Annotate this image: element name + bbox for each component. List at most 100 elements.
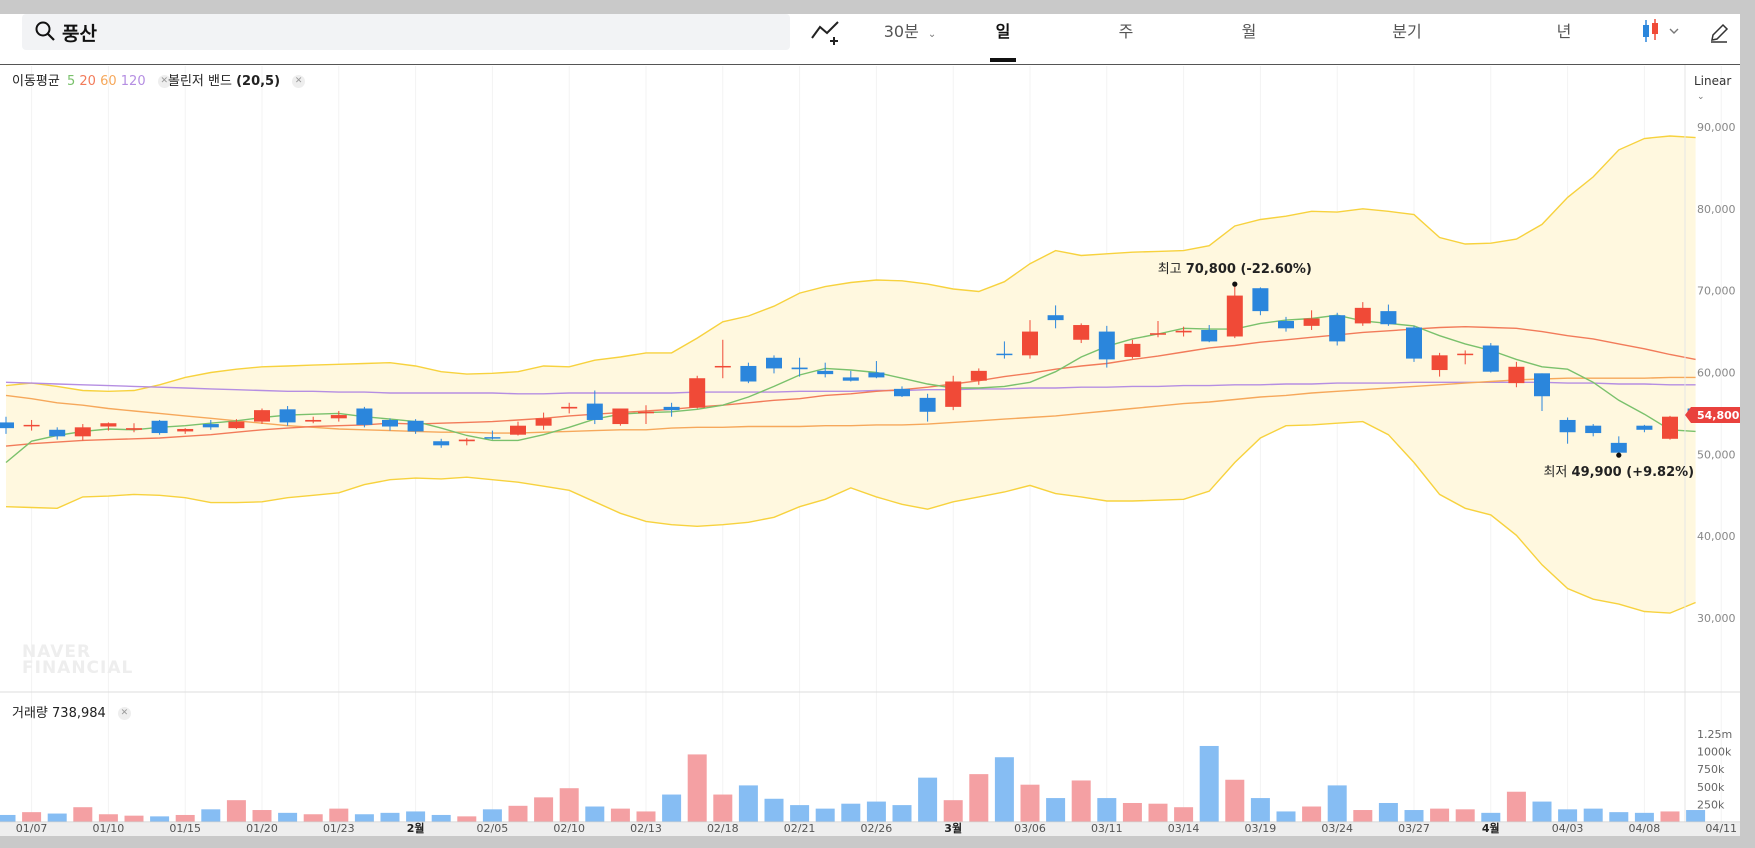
x-tick-label: 03/06 [1014, 822, 1046, 835]
candle [791, 357, 808, 377]
x-tick-label: 01/07 [16, 822, 48, 835]
ma60-period: 60 [100, 74, 117, 89]
candle [0, 416, 14, 434]
volume-bar [841, 803, 861, 822]
volume-bar [1302, 806, 1322, 822]
volume-bar [713, 794, 733, 822]
candle-body [279, 409, 296, 423]
x-tick-label: 02/13 [630, 822, 662, 835]
volume-tick-label: 500k [1697, 781, 1725, 794]
tab-week[interactable]: 주 [1118, 22, 1134, 41]
candle-body [996, 353, 1013, 356]
candle-body [151, 420, 168, 434]
candle [1303, 310, 1320, 330]
candle-body [458, 439, 475, 442]
candle-body [1022, 331, 1038, 356]
volume-bar [1020, 784, 1040, 822]
candle-body [1431, 355, 1448, 371]
x-tick-label: 2월 [407, 821, 425, 835]
bollinger-lower-line [5, 420, 1696, 614]
ma20-period: 20 [79, 74, 96, 89]
candle [510, 421, 526, 436]
search-query[interactable]: 풍산 [62, 23, 97, 45]
close-icon[interactable]: ✕ [292, 75, 306, 88]
tab-month[interactable]: 월 [1241, 22, 1257, 41]
candle [1508, 361, 1525, 388]
candle-body [484, 437, 501, 439]
add-indicator-icon[interactable] [810, 18, 842, 46]
candle [1022, 320, 1038, 359]
volume-bar [303, 814, 323, 822]
volume-bar [918, 777, 938, 822]
scale-toggle[interactable]: Linear ⌄ [1694, 74, 1740, 102]
candle [1073, 323, 1090, 344]
current-price-label: 54,800 [1697, 409, 1740, 422]
candle [484, 430, 501, 440]
volume-bar [636, 811, 656, 822]
low-price-label: 최저 49,900 (+9.82%) [1543, 465, 1694, 480]
tab-day[interactable]: 일 [995, 22, 1011, 41]
volume-tick-label: 250k [1697, 798, 1725, 811]
candle [842, 370, 859, 382]
volume-bar [482, 809, 502, 822]
tab-year[interactable]: 년 [1556, 22, 1572, 41]
close-icon[interactable]: ✕ [117, 707, 131, 720]
volume-label: 거래량 [12, 706, 48, 721]
candle-body [1252, 288, 1269, 312]
candle-body [842, 377, 859, 381]
candle-body [254, 410, 270, 422]
candle [894, 386, 910, 398]
intraday-interval-select[interactable]: 30분 ⌄ [878, 18, 942, 42]
candle [1150, 320, 1166, 338]
candle-body [1610, 442, 1627, 453]
candle-body [1303, 318, 1320, 326]
candle [919, 393, 936, 422]
candle-body [1636, 425, 1653, 430]
candle-body [638, 411, 654, 414]
volume-value: 738,984 [52, 706, 106, 721]
candle [1278, 316, 1294, 332]
low-price-marker [1616, 452, 1622, 458]
candle [1534, 373, 1550, 411]
candle-body [919, 397, 936, 412]
x-tick-label: 02/26 [861, 822, 893, 835]
candle-body [740, 365, 757, 382]
stock-chart-app: 30,000 40,000 50,000 60,000 70,000 80,000 90,0… [0, 14, 1740, 836]
volume-bar [559, 788, 579, 822]
low-price-change: (+9.82%) [1626, 465, 1694, 480]
volume-bar [278, 812, 298, 822]
volume-bar [1430, 808, 1450, 822]
candles [0, 284, 1704, 456]
close-icon[interactable]: ✕ [157, 75, 171, 88]
x-tick-label: 03/19 [1245, 822, 1277, 835]
volume-bar [892, 805, 912, 822]
search-box[interactable]: 풍산 [22, 14, 790, 50]
candle-body [766, 357, 782, 369]
candle-body [1098, 331, 1115, 360]
candle [970, 368, 987, 385]
volume-bar [508, 805, 528, 822]
candle [1047, 305, 1064, 329]
watermark-logo: NAVER FINANCIAL [22, 644, 133, 677]
candle [714, 339, 731, 379]
search-icon[interactable] [34, 20, 56, 42]
volume-bar [943, 800, 963, 822]
volume-bar [610, 808, 630, 822]
chevron-down-icon [1669, 28, 1679, 34]
candle [638, 405, 654, 425]
candle [202, 419, 219, 430]
candle-body [1457, 353, 1474, 356]
annotations: 54,800 최고 70,800 (-22.60%) 최저 49,900 (+9.8… [1158, 262, 1740, 480]
candle [612, 408, 629, 426]
candlestick-icon [1643, 19, 1658, 42]
pencil-icon[interactable] [1708, 22, 1730, 44]
tab-quarter[interactable]: 분기 [1392, 22, 1422, 41]
volume-bar [585, 806, 605, 822]
candle [74, 424, 91, 441]
chart-type-select[interactable] [1640, 18, 1682, 44]
x-tick-label: 3월 [944, 821, 962, 835]
volume-bar [1250, 798, 1270, 822]
candle [1431, 352, 1448, 377]
candle [458, 437, 475, 446]
candle-body [1662, 416, 1678, 439]
